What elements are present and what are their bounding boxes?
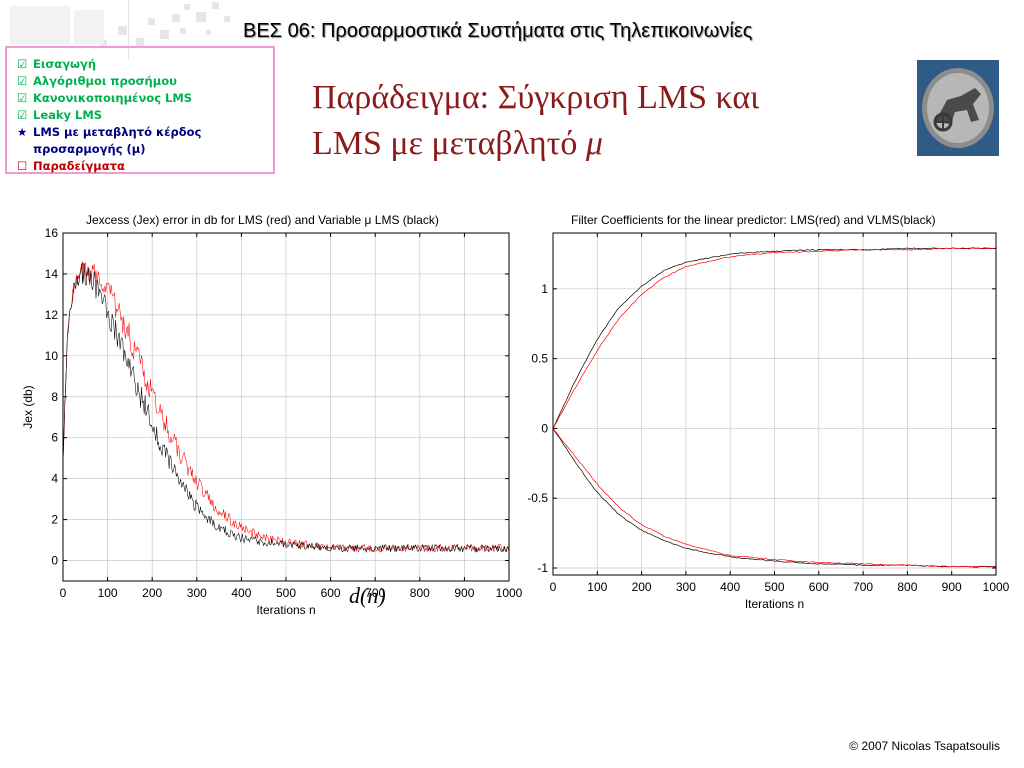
series-line-0 (552, 247, 997, 430)
x-tick-label: 400 (231, 586, 251, 600)
toc-item-label: Leaky LMS (33, 108, 103, 122)
checkbox-checked-icon: ☑ (17, 74, 28, 88)
toc-item-label: Αλγόριθμοι προσήμου (33, 74, 177, 88)
checkbox-checked-icon: ☑ (17, 108, 28, 122)
header-divider (128, 0, 129, 60)
series-line-1 (552, 247, 997, 430)
series-line-1 (62, 263, 510, 553)
x-tick-label: 800 (410, 586, 430, 600)
x-tick-label: 0 (550, 580, 557, 594)
overlay-equation: d(n) (349, 583, 386, 608)
slide-title-line-2: LMS με μεταβλητό (312, 125, 586, 162)
y-tick-label: -1 (537, 561, 548, 575)
y-tick-label: 12 (45, 308, 59, 322)
star-icon: ★ (17, 125, 28, 139)
x-tick-label: 600 (809, 580, 829, 594)
series-line-0 (62, 261, 510, 553)
y-tick-label: 8 (51, 390, 58, 404)
toc-item-label: Κανονικοποιημένος LMS (33, 91, 193, 105)
x-tick-label: 500 (276, 586, 296, 600)
x-tick-label: 400 (720, 580, 740, 594)
y-tick-label: 16 (45, 226, 59, 240)
x-tick-label: 700 (853, 580, 873, 594)
y-tick-label: 6 (51, 431, 58, 445)
x-tick-label: 600 (321, 586, 341, 600)
y-tick-label: 0.5 (531, 352, 548, 366)
toc-item-sign-algorithms[interactable]: ☑ Αλγόριθμοι προσήμου (17, 73, 273, 90)
x-tick-label: 900 (454, 586, 474, 600)
slide-title: Παράδειγμα: Σύγκριση LMS και LMS με μετα… (312, 75, 759, 167)
y-tick-label: 14 (45, 267, 59, 281)
y-tick-label: 0 (51, 554, 58, 568)
x-tick-label: 100 (98, 586, 118, 600)
checkbox-empty-icon: ☐ (17, 159, 28, 173)
table-of-contents: ☑ Εισαγωγή ☑ Αλγόριθμοι προσήμου ☑ Κανονικο… (5, 46, 275, 174)
checkbox-checked-icon: ☑ (17, 91, 28, 105)
x-tick-label: 200 (632, 580, 652, 594)
y-tick-label: 2 (51, 513, 58, 527)
x-tick-label: 1000 (983, 580, 1010, 594)
x-tick-label: 700 (365, 586, 385, 600)
toc-item-label: LMS με μεταβλητό κέρδος (33, 125, 202, 139)
checkbox-checked-icon: ☑ (17, 57, 28, 71)
chart-filter-coefficients: 0 100 200 300 400 500 600 700 800 900 1000 -1 -0.5 0 0… (527, 232, 1010, 611)
toc-item-label: προσαρμογής (μ) (33, 142, 146, 156)
toc-item-intro[interactable]: ☑ Εισαγωγή (17, 56, 273, 73)
x-tick-label: 200 (142, 586, 162, 600)
chart-1-title: Jexcess (Jex) error in db for LMS (red) … (86, 213, 439, 227)
y-tick-label: 4 (51, 472, 58, 486)
toc-item-label: Παραδείγματα (33, 159, 125, 173)
slide-title-line-1: Παράδειγμα: Σύγκριση LMS και (312, 79, 760, 116)
footer-copyright: © 2007 Nicolas Tsapatsoulis (849, 739, 1000, 753)
header-mosaic-pattern (10, 2, 230, 47)
x-tick-label: 800 (897, 580, 917, 594)
x-tick-label: 1000 (496, 586, 523, 600)
x-tick-label: 500 (764, 580, 784, 594)
ancient-coin-image (917, 60, 999, 156)
y-tick-label: -0.5 (527, 491, 548, 505)
x-tick-label: 900 (942, 580, 962, 594)
y-tick-label: 10 (45, 349, 59, 363)
y-tick-label: 0 (541, 421, 548, 435)
x-tick-label: 300 (676, 580, 696, 594)
toc-item-label: Εισαγωγή (33, 57, 97, 71)
y-axis-label: Jex (db) (21, 385, 35, 428)
chart-2-title: Filter Coefficients for the linear predi… (571, 213, 936, 227)
chart-jex-error: 0 100 200 300 400 500 600 700 800 900 1000 0 2 4 6 8 10 1… (21, 226, 523, 617)
x-tick-label: 0 (60, 586, 67, 600)
slide-title-line-2-wrap: LMS με μεταβλητό μ (312, 121, 759, 167)
x-tick-label: 100 (587, 580, 607, 594)
toc-item-variable-mu-lms[interactable]: ★ LMS με μεταβλητό κέρδος (17, 124, 273, 141)
course-title: ΒΕΣ 06: Προσαρμοστικά Συστήματα στις Τηλ… (243, 20, 753, 42)
toc-item-variable-mu-lms-cont[interactable]: προσαρμογής (μ) (17, 141, 273, 158)
x-tick-label: 300 (187, 586, 207, 600)
x-axis-label: Iterations n (256, 603, 315, 617)
x-axis-label: Iterations n (745, 597, 804, 611)
y-tick-label: 1 (541, 282, 548, 296)
toc-item-examples[interactable]: ☐ Παραδείγματα (17, 158, 273, 175)
slide-title-mu: μ (585, 125, 603, 162)
toc-item-leaky-lms[interactable]: ☑ Leaky LMS (17, 107, 273, 124)
series-line-3 (552, 428, 997, 568)
toc-item-normalized-lms[interactable]: ☑ Κανονικοποιημένος LMS (17, 90, 273, 107)
